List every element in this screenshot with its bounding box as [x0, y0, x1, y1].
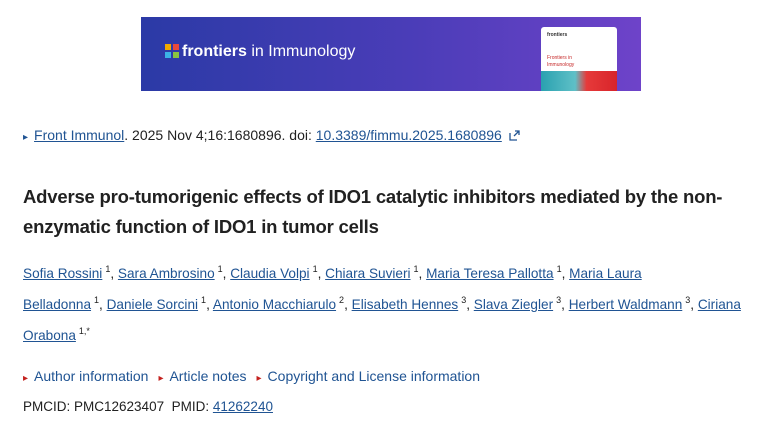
- cover-image: [541, 71, 617, 91]
- author-separator: ,: [344, 297, 352, 312]
- author-affiliation: 1: [105, 264, 111, 274]
- author-affiliation: 2: [339, 295, 345, 305]
- section-links: ▸ Author information ▸ Article notes ▸ Copyri…: [23, 368, 490, 384]
- author-name[interactable]: Maria Teresa Pallotta: [426, 266, 554, 281]
- citation-details: . 2025 Nov 4;16:1680896. doi:: [124, 127, 316, 143]
- author-name[interactable]: Claudia Volpi: [230, 266, 310, 281]
- article-ids: PMCID: PMC12623407 PMID: 41262240: [23, 399, 273, 414]
- author-separator: ,: [561, 297, 569, 312]
- expand-icon: ▸: [158, 373, 164, 384]
- author-affiliation: 1: [217, 264, 223, 274]
- pmid-label: PMID:: [171, 399, 210, 414]
- author-separator: ,: [690, 297, 698, 312]
- author-affiliation: 1: [413, 264, 419, 274]
- author-separator: ,: [206, 297, 213, 312]
- pmcid-label: PMCID:: [23, 399, 71, 414]
- author-separator: ,: [561, 266, 570, 281]
- journal-cover: frontiers Frontiers in Immunology: [541, 27, 617, 91]
- expand-icon: ▸: [23, 373, 29, 384]
- doi-link[interactable]: 10.3389/fimmu.2025.1680896: [315, 127, 502, 143]
- expand-icon: ▸: [256, 373, 262, 384]
- author-name[interactable]: Sara Ambrosino: [117, 266, 215, 281]
- citation: ▸ Front Immunol. 2025 Nov 4;16:1680896. d…: [23, 127, 520, 143]
- cover-title: Immunology: [547, 62, 575, 68]
- pmid-link[interactable]: 41262240: [212, 399, 273, 414]
- author-separator: ,: [317, 266, 326, 281]
- journal-name: in Immunology: [251, 43, 356, 60]
- author-separator: ,: [222, 266, 231, 281]
- author-name[interactable]: Maria Laura Belladonna: [23, 266, 642, 312]
- section-toggle[interactable]: ▸ Copyright and License information: [257, 368, 481, 384]
- expand-icon: ▸: [23, 132, 29, 143]
- journal-banner[interactable]: frontiers in Immunology frontiers Fronti…: [141, 17, 641, 91]
- author-affiliation: 1: [94, 295, 100, 305]
- author-name[interactable]: Sofia Rossini: [23, 266, 103, 281]
- author-name[interactable]: Herbert Waldmann: [568, 297, 683, 312]
- section-label: Copyright and License information: [267, 368, 481, 384]
- author-affiliation: 1: [556, 264, 562, 274]
- section-label: Article notes: [169, 368, 247, 384]
- section-toggle[interactable]: ▸ Article notes: [158, 368, 246, 384]
- author-name[interactable]: Elisabeth Hennes: [351, 297, 459, 312]
- author-separator: ,: [110, 266, 118, 281]
- author-affiliation: 1,*: [78, 326, 90, 336]
- logo-icon: [165, 44, 179, 58]
- cover-title: Frontiers in: [547, 55, 573, 61]
- author-name[interactable]: Chiara Suvieri: [325, 266, 411, 281]
- author-affiliation: 3: [685, 295, 691, 305]
- section-toggle[interactable]: ▸ Author information: [23, 368, 148, 384]
- author-name[interactable]: Ciriana Orabona: [23, 297, 741, 343]
- journal-link[interactable]: Front Immunol: [34, 127, 125, 143]
- author-list: Sofia Rossini 1, Sara Ambrosino 1, Claudia…: [23, 258, 763, 351]
- article-title: Adverse pro-tumorigenic effects of IDO1 …: [23, 186, 723, 237]
- author-affiliation: 3: [461, 295, 467, 305]
- author-separator: ,: [99, 297, 107, 312]
- author-affiliation: 3: [556, 295, 562, 305]
- external-link-icon: [509, 130, 520, 141]
- section-label: Author information: [34, 368, 149, 384]
- author-separator: ,: [418, 266, 427, 281]
- author-affiliation: 1: [312, 264, 318, 274]
- author-name[interactable]: Slava Ziegler: [473, 297, 554, 312]
- cover-publisher: frontiers: [547, 32, 568, 38]
- journal-logo: frontiers in Immunology: [165, 43, 355, 61]
- author-name[interactable]: Antonio Macchiarulo: [212, 297, 337, 312]
- author-affiliation: 1: [201, 295, 207, 305]
- author-name[interactable]: Daniele Sorcini: [106, 297, 199, 312]
- brand: frontiers: [182, 43, 247, 60]
- pmcid: PMC12623407: [74, 399, 165, 414]
- author-separator: ,: [466, 297, 474, 312]
